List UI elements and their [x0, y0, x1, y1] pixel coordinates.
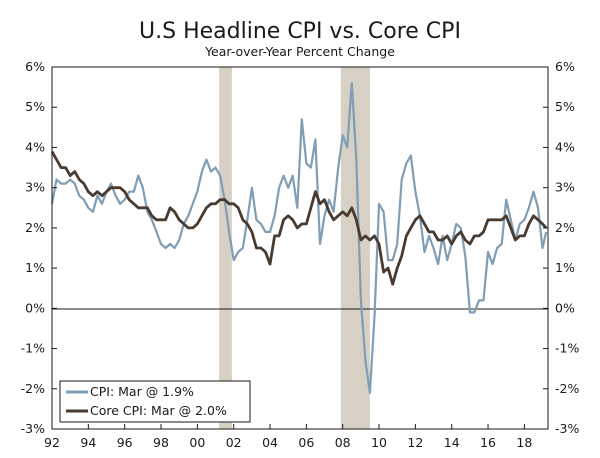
series-layer — [50, 81, 548, 394]
x-tick-label: 14 — [444, 435, 460, 450]
x-tick-label: 96 — [117, 435, 133, 450]
y-tick-label-right: -1% — [555, 341, 579, 356]
x-tick-label: 04 — [262, 435, 278, 450]
y-tick-label-left: 2% — [25, 220, 45, 235]
y-tick-label-right: 4% — [555, 139, 575, 154]
y-tick-label-right: 1% — [555, 260, 575, 275]
x-tick-label: 06 — [298, 435, 314, 450]
y-tick-label-right: -3% — [555, 421, 579, 436]
x-tick-label: 92 — [44, 435, 60, 450]
recession-shading — [219, 67, 370, 429]
legend-label-core-cpi: Core CPI: Mar @ 2.0% — [90, 403, 227, 418]
recession-band-1 — [340, 67, 370, 429]
x-tick-label: 98 — [153, 435, 169, 450]
y-tick-label-left: -3% — [21, 421, 45, 436]
y-tick-label-left: 1% — [25, 260, 45, 275]
legend: CPI: Mar @ 1.9% Core CPI: Mar @ 2.0% — [59, 380, 251, 423]
y-tick-label-right: 2% — [555, 220, 575, 235]
y-tick-label-right: 6% — [555, 59, 575, 74]
series-line-core-cpi — [50, 150, 548, 286]
y-tick-label-left: -1% — [21, 341, 45, 356]
plot-frame — [51, 66, 549, 430]
y-tick-label-right: 0% — [555, 300, 575, 315]
x-tick-label: 08 — [335, 435, 351, 450]
y-tick-label-right: 3% — [555, 180, 575, 195]
chart-title: U.S Headline CPI vs. Core CPI — [139, 19, 461, 44]
chart-subtitle: Year-over-Year Percent Change — [204, 44, 395, 59]
x-tick-label: 12 — [407, 435, 423, 450]
y-tick-label-left: -2% — [21, 381, 45, 396]
recession-band-0 — [219, 67, 232, 429]
y-tick-label-left: 5% — [25, 99, 45, 114]
y-tick-label-left: 3% — [25, 180, 45, 195]
legend-label-cpi: CPI: Mar @ 1.9% — [90, 384, 194, 399]
x-tick-label: 02 — [226, 435, 242, 450]
y-tick-label-left: 6% — [25, 59, 45, 74]
x-tick-label: 18 — [516, 435, 532, 450]
x-tick-label: 16 — [480, 435, 496, 450]
axis-ticks: -3% -3% -2% -2% -1% -1% 0% 0% 1% 1% 2% 2% 3% 3% 4% 4% 5%… — [21, 59, 580, 450]
x-tick-label: 94 — [80, 435, 96, 450]
x-tick-label: 10 — [371, 435, 387, 450]
y-tick-label-right: 5% — [555, 99, 575, 114]
legend-box — [59, 380, 251, 423]
y-tick-label-left: 4% — [25, 139, 45, 154]
series-line-cpi — [50, 81, 548, 394]
x-tick-label: 00 — [189, 435, 205, 450]
y-tick-label-right: -2% — [555, 381, 579, 396]
y-tick-label-left: 0% — [25, 300, 45, 315]
